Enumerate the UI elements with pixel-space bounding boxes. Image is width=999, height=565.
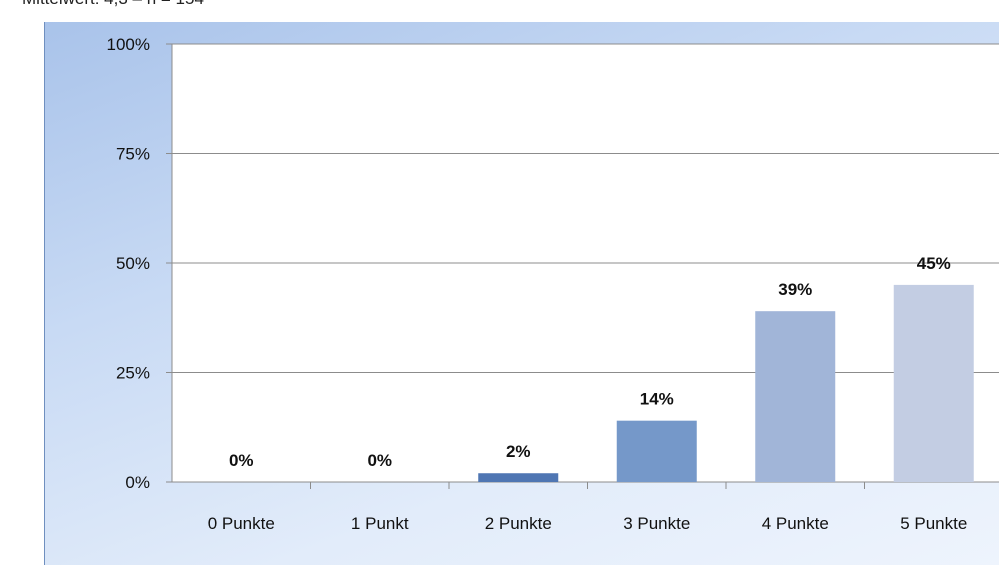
chart-area: 0% 25% 50% 75% 100% 0% 0 Punkte 0% 1 Punkt 2% 2 Pu…	[44, 22, 999, 565]
bar-5-punkte	[893, 284, 974, 482]
data-label: 39%	[778, 280, 812, 299]
x-tick-label: 2 Punkte	[485, 514, 552, 533]
y-tick-label: 0%	[125, 473, 150, 492]
y-tick-label: 100%	[107, 35, 150, 54]
bar-2-punkte	[478, 473, 559, 482]
x-tick-label: 0 Punkte	[208, 514, 275, 533]
bar-3-punkte	[616, 420, 697, 482]
y-tick-label: 50%	[116, 254, 150, 273]
data-label: 2%	[506, 442, 531, 461]
chart-caption: Mittelwert: 4,3 – n = 154	[22, 0, 204, 9]
x-tick-label: 4 Punkte	[762, 514, 829, 533]
data-label: 0%	[367, 451, 392, 470]
bar-4-punkte	[755, 311, 836, 482]
data-label: 0%	[229, 451, 254, 470]
y-tick-label: 75%	[116, 145, 150, 164]
x-tick-label: 5 Punkte	[900, 514, 967, 533]
data-label: 14%	[640, 390, 674, 409]
bar-chart: 0% 25% 50% 75% 100% 0% 0 Punkte 0% 1 Punkt 2% 2 Pu…	[107, 35, 999, 533]
x-tick-label: 1 Punkt	[351, 514, 409, 533]
x-tick-label: 3 Punkte	[623, 514, 690, 533]
data-label: 45%	[917, 254, 951, 273]
y-tick-label: 25%	[116, 364, 150, 383]
